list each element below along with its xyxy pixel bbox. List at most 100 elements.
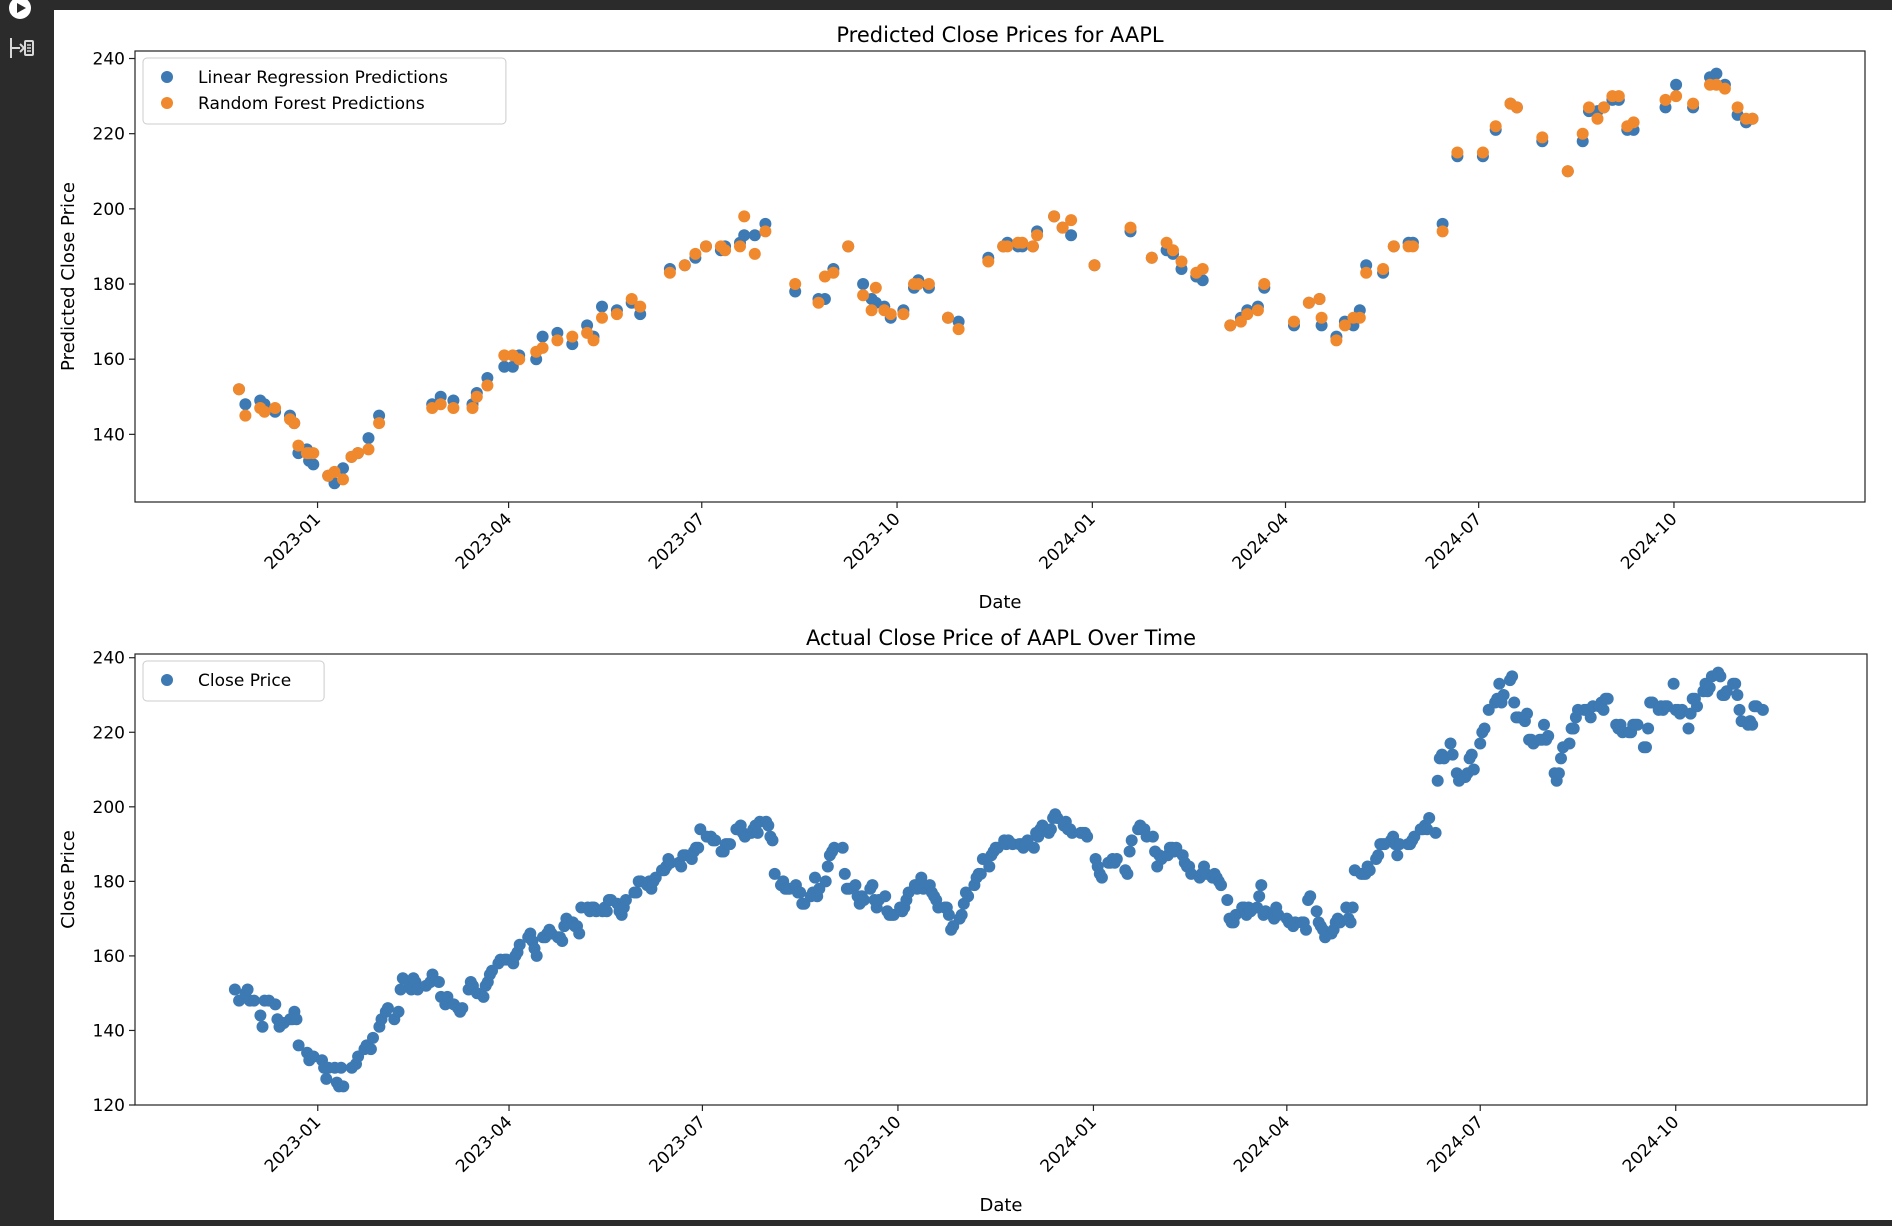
data-point [709, 834, 722, 847]
data-point [1627, 116, 1640, 129]
data-point [456, 1002, 469, 1015]
data-point [1145, 251, 1158, 264]
y-tick-label: 220 [93, 723, 125, 743]
data-point [1597, 101, 1610, 114]
play-icon[interactable] [0, 0, 34, 22]
data-point [1406, 240, 1419, 253]
data-point [1510, 101, 1523, 114]
data-point [983, 860, 996, 873]
data-point [1353, 311, 1366, 324]
chart-title: Predicted Close Prices for AAPL [836, 23, 1164, 47]
data-point [678, 259, 691, 272]
x-axis-label: Date [979, 1195, 1022, 1216]
data-point [1251, 304, 1264, 317]
data-point [1016, 236, 1029, 249]
data-point [432, 976, 445, 988]
x-tick-label: 2023-07 [645, 509, 709, 573]
data-point [337, 1080, 350, 1093]
data-point [734, 240, 746, 253]
x-tick-label: 2024-10 [1619, 1112, 1683, 1176]
data-point [675, 860, 688, 873]
data-point [1687, 97, 1700, 110]
data-point [884, 308, 897, 321]
data-point [477, 990, 490, 1003]
y-tick-label: 240 [93, 649, 125, 669]
data-point [335, 1061, 348, 1074]
chart-2: 120 140 160 180 200 220 240 2023-01 2023-04 2023-… [58, 626, 1868, 1216]
data-point [1576, 127, 1589, 140]
data-point [1360, 266, 1373, 279]
x-tick-label: 2023-10 [841, 1112, 905, 1176]
x-tick-label: 2023-04 [452, 1112, 516, 1176]
data-point [942, 311, 954, 324]
data-point [1081, 830, 1094, 843]
data-point [1451, 146, 1464, 159]
output-toggle-icon[interactable] [8, 36, 36, 60]
legend-label: Linear Regression Predictions [198, 68, 448, 88]
data-point [1584, 711, 1597, 724]
data-point [1300, 923, 1312, 936]
data-point [1095, 871, 1108, 884]
data-point [1241, 308, 1254, 321]
data-point [1746, 718, 1759, 731]
data-point [1436, 225, 1449, 238]
legend-marker [161, 71, 173, 83]
data-point [392, 1005, 405, 1018]
data-point [1640, 741, 1652, 754]
data-point [1288, 315, 1300, 328]
data-point [1031, 229, 1044, 242]
data-point [1489, 120, 1502, 133]
data-point [254, 1009, 267, 1022]
data-point [1731, 689, 1744, 701]
data-point [821, 860, 834, 873]
data-point [373, 417, 386, 430]
data-point [1066, 826, 1079, 839]
legend-marker [161, 97, 173, 109]
data-point [292, 1039, 305, 1052]
data-point [1044, 823, 1057, 836]
data-point [1703, 681, 1716, 694]
data-point [573, 927, 586, 940]
data-point [1088, 259, 1101, 272]
data-point [1124, 221, 1137, 234]
legend-marker [161, 674, 173, 686]
plot-frame [134, 653, 1868, 1106]
data-point [596, 300, 608, 313]
data-point [634, 300, 647, 313]
data-point [1567, 722, 1580, 735]
data-point [1670, 90, 1683, 103]
data-point [328, 465, 341, 478]
data-point [258, 405, 271, 418]
data-point [1497, 689, 1510, 701]
x-tick-label: 2024-01 [1037, 1112, 1101, 1176]
data-point [1215, 879, 1227, 892]
data-point [897, 308, 910, 321]
data-point [1065, 214, 1078, 227]
data-point [857, 278, 870, 290]
data-point [1346, 901, 1359, 914]
data-point [288, 417, 301, 430]
x-tick-label: 2023-01 [261, 1112, 325, 1176]
data-point [664, 856, 677, 869]
data-point [738, 210, 751, 223]
data-point [233, 383, 245, 396]
data-point [536, 341, 549, 354]
x-tick-label: 2023-01 [261, 509, 325, 573]
data-point [1642, 722, 1655, 735]
data-point [1561, 165, 1574, 178]
data-point [1123, 845, 1136, 858]
data-point [1583, 101, 1595, 114]
data-point [1536, 131, 1549, 144]
data-point [922, 278, 935, 290]
y-tick-label: 180 [93, 872, 125, 892]
x-tick-label: 2023-04 [452, 509, 516, 573]
data-point [857, 894, 870, 906]
data-point [320, 1072, 333, 1085]
data-point [1344, 916, 1357, 929]
series-2 [233, 78, 1759, 486]
data-point [1315, 311, 1328, 324]
data-point [838, 867, 851, 880]
data-point [536, 330, 549, 343]
data-point [738, 229, 751, 242]
data-point [1597, 703, 1610, 716]
